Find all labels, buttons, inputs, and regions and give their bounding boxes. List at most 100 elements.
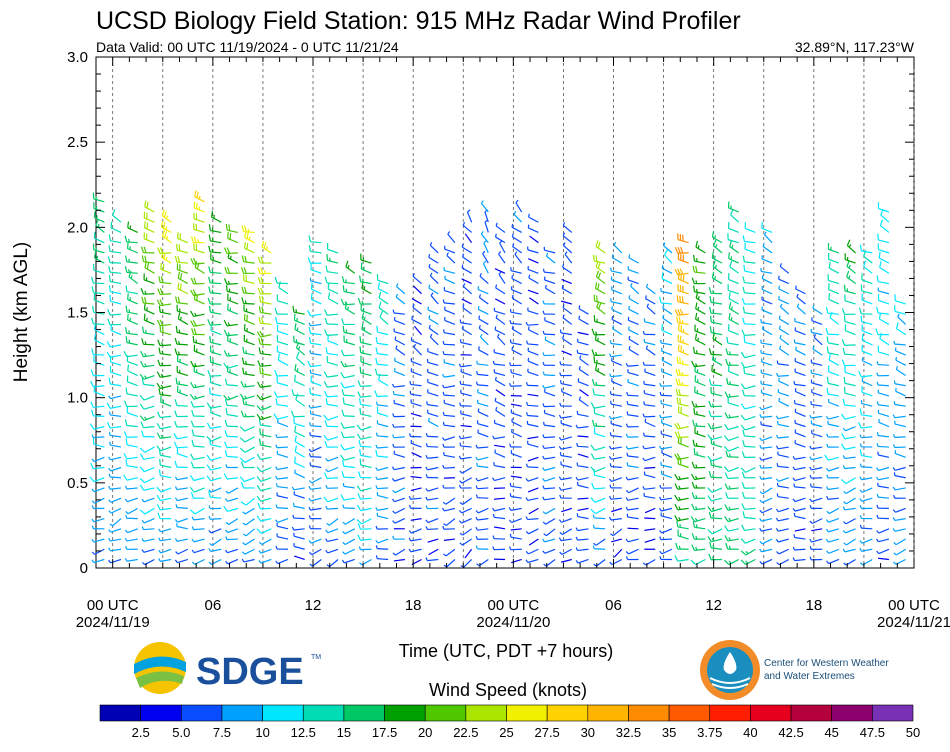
barb-staff [744, 517, 755, 518]
wind-barb [178, 313, 187, 325]
wind-barb [192, 440, 204, 447]
barb-half-flag [811, 484, 812, 487]
barb-staff [444, 395, 455, 396]
wind-barb [294, 314, 304, 324]
barb-staff [277, 454, 288, 457]
wind-barb [592, 483, 605, 489]
barb-half-flag [660, 551, 662, 554]
wind-barb [511, 529, 522, 530]
wind-barb [647, 304, 655, 314]
wind-barb [495, 450, 505, 458]
barb-staff [144, 549, 155, 552]
barb-staff [377, 516, 388, 519]
wind-barb [124, 351, 138, 357]
wind-barb [760, 528, 772, 531]
wind-barb [528, 394, 539, 396]
wind-barb [660, 549, 672, 554]
barb-half-flag [894, 444, 895, 447]
barb-half-flag [443, 508, 445, 511]
barb-flag [680, 357, 681, 363]
barb-half-flag [627, 556, 628, 559]
barb-flag [591, 445, 595, 450]
wind-barb [207, 423, 221, 429]
wind-barb [160, 459, 171, 468]
barb-staff [511, 559, 522, 562]
wind-barb [378, 407, 389, 417]
barb-staff [711, 354, 722, 355]
barb-staff [327, 335, 338, 336]
wind-barb [728, 397, 739, 407]
wind-barb [276, 483, 288, 488]
barb-staff [194, 488, 204, 492]
barb-staff [244, 374, 255, 376]
barb-half-flag [226, 550, 228, 553]
barb-staff [745, 539, 755, 543]
barb-flag [708, 434, 711, 439]
barb-staff [645, 508, 655, 512]
barb-staff [596, 559, 605, 566]
wind-barb [896, 366, 905, 375]
barb-staff [578, 466, 589, 468]
wind-barb [661, 340, 672, 345]
barb-flag [677, 317, 678, 323]
barb-staff [310, 365, 321, 366]
barb-staff [662, 474, 672, 478]
wind-barb [563, 264, 572, 273]
barb-staff [127, 394, 138, 396]
barb-half-flag [92, 539, 94, 542]
wind-barb [107, 341, 121, 347]
barb-staff [244, 320, 254, 324]
barb-half-flag [793, 478, 795, 481]
wind-barb [429, 264, 438, 273]
barb-staff [711, 393, 722, 396]
barb-staff [711, 406, 722, 407]
wind-barb [277, 451, 288, 457]
wind-barb [777, 549, 789, 554]
barb-half-flag [429, 418, 430, 421]
barb-staff [795, 487, 806, 488]
wind-barb [277, 294, 288, 304]
barb-flag [325, 330, 327, 336]
wind-barb [577, 436, 588, 437]
barb-half-flag [326, 469, 328, 472]
barb-staff [277, 468, 288, 470]
wind-barb [244, 305, 255, 315]
barb-staff [327, 260, 338, 263]
wind-barb [376, 485, 388, 488]
barb-staff [744, 262, 755, 263]
barb-staff [428, 352, 438, 356]
barb-staff [377, 354, 388, 355]
barb-staff [160, 508, 171, 510]
barb-flag [92, 410, 94, 416]
wind-barb [192, 539, 204, 542]
wind-barb [357, 519, 371, 524]
barb-staff [761, 478, 772, 480]
barb-flag [726, 492, 728, 498]
wind-barb [645, 368, 655, 375]
wind-barb [161, 396, 171, 406]
barb-staff [545, 321, 555, 325]
barb-staff [729, 319, 739, 324]
barb-staff [499, 274, 505, 283]
wind-barb [629, 346, 638, 355]
wind-barb [692, 492, 705, 498]
wind-barb [811, 529, 822, 531]
barb-staff [378, 539, 388, 543]
barb-staff [93, 406, 104, 407]
barb-flag [258, 268, 260, 274]
barb-half-flag [493, 508, 495, 511]
barb-staff [895, 437, 906, 438]
wind-barb [878, 288, 889, 294]
barb-half-flag [459, 364, 460, 367]
wind-barb [844, 539, 856, 545]
wind-barb [175, 411, 188, 417]
barb-staff [728, 343, 739, 345]
wind-barb [358, 535, 372, 541]
wind-barb [743, 440, 756, 447]
wind-barb [612, 306, 622, 314]
wind-barb [128, 293, 138, 304]
barb-staff [344, 477, 355, 478]
barb-flag [145, 221, 146, 227]
barb-half-flag [526, 551, 528, 553]
barb-staff [360, 498, 371, 499]
